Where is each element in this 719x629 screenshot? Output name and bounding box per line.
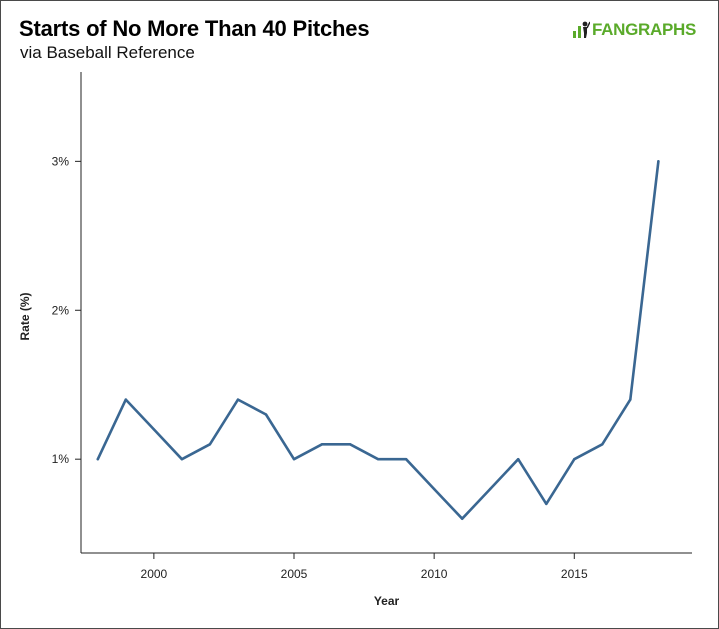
data-point xyxy=(573,457,576,461)
batter-icon xyxy=(573,21,590,38)
x-tick-label: 2010 xyxy=(421,567,448,581)
chart-subtitle: via Baseball Reference xyxy=(20,43,195,62)
data-point xyxy=(601,443,604,446)
logo-text: FANGRAPHS xyxy=(592,20,697,39)
x-ticks: 2000 2005 2010 2015 xyxy=(141,553,588,581)
data-point xyxy=(292,457,296,461)
y-tick-label: 3% xyxy=(52,154,70,168)
data-points xyxy=(96,160,660,520)
data-point xyxy=(489,487,492,491)
x-axis-title: Year xyxy=(374,594,400,608)
data-point xyxy=(348,443,352,446)
data-point xyxy=(460,517,464,520)
y-ticks: 1% 2% 3% xyxy=(52,154,81,466)
chart-title: Starts of No More Than 40 Pitches xyxy=(19,16,370,41)
x-tick-label: 2000 xyxy=(141,567,168,581)
data-point xyxy=(657,160,660,163)
data-point xyxy=(432,487,436,491)
data-point xyxy=(629,398,632,401)
x-tick-label: 2005 xyxy=(281,567,308,581)
data-point xyxy=(517,457,520,461)
fangraphs-logo: FANGRAPHS xyxy=(572,20,696,40)
y-axis-title: Rate (%) xyxy=(18,292,32,340)
data-point xyxy=(264,413,268,416)
data-point xyxy=(236,398,240,401)
series-line xyxy=(96,160,660,520)
data-point xyxy=(96,457,100,461)
data-point xyxy=(404,457,408,461)
data-point xyxy=(180,457,184,461)
axes xyxy=(80,72,692,554)
y-tick-label: 2% xyxy=(52,303,70,317)
x-tick-label: 2015 xyxy=(561,567,588,581)
data-point xyxy=(152,428,156,431)
data-point xyxy=(320,443,324,446)
data-point xyxy=(124,398,128,401)
data-point xyxy=(208,443,212,446)
data-point xyxy=(545,502,548,506)
data-point xyxy=(376,457,380,461)
y-tick-label: 1% xyxy=(52,452,70,466)
